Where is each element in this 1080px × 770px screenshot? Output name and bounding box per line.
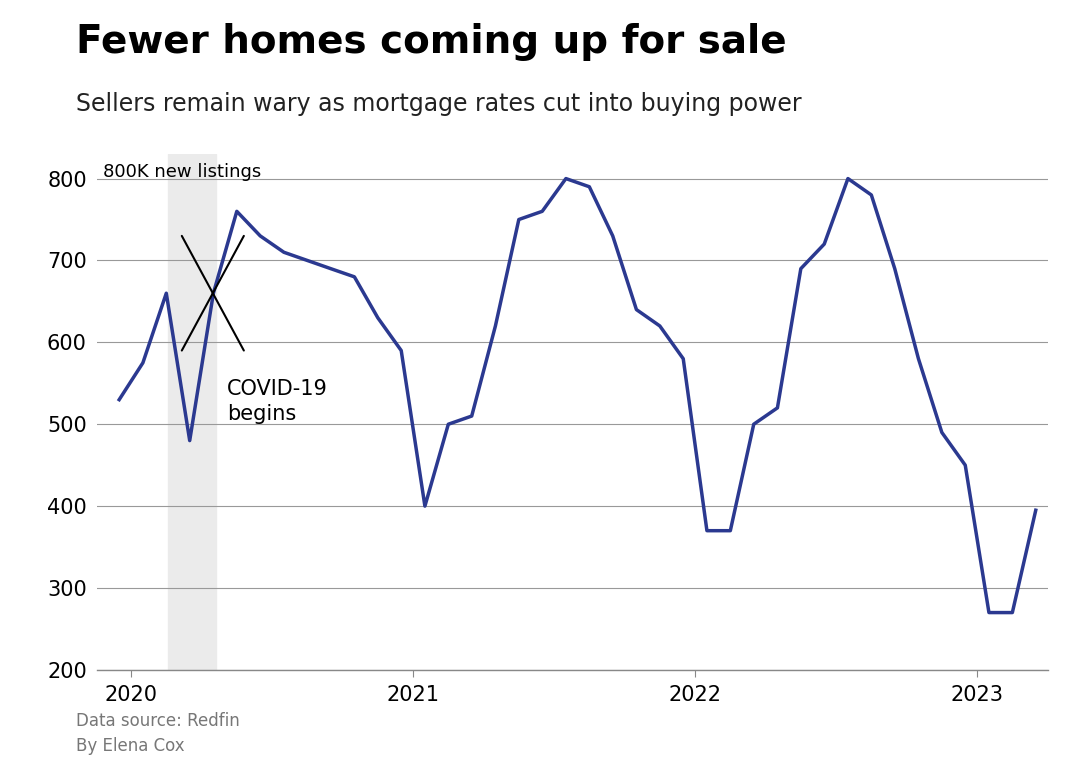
Text: COVID-19
begins: COVID-19 begins	[227, 379, 328, 424]
Bar	[167, 154, 216, 670]
Text: 800K new listings: 800K new listings	[103, 163, 261, 181]
Text: Fewer homes coming up for sale: Fewer homes coming up for sale	[76, 23, 786, 61]
Text: Sellers remain wary as mortgage rates cut into buying power: Sellers remain wary as mortgage rates cu…	[76, 92, 801, 116]
Text: Data source: Redfin
By Elena Cox: Data source: Redfin By Elena Cox	[76, 711, 240, 755]
